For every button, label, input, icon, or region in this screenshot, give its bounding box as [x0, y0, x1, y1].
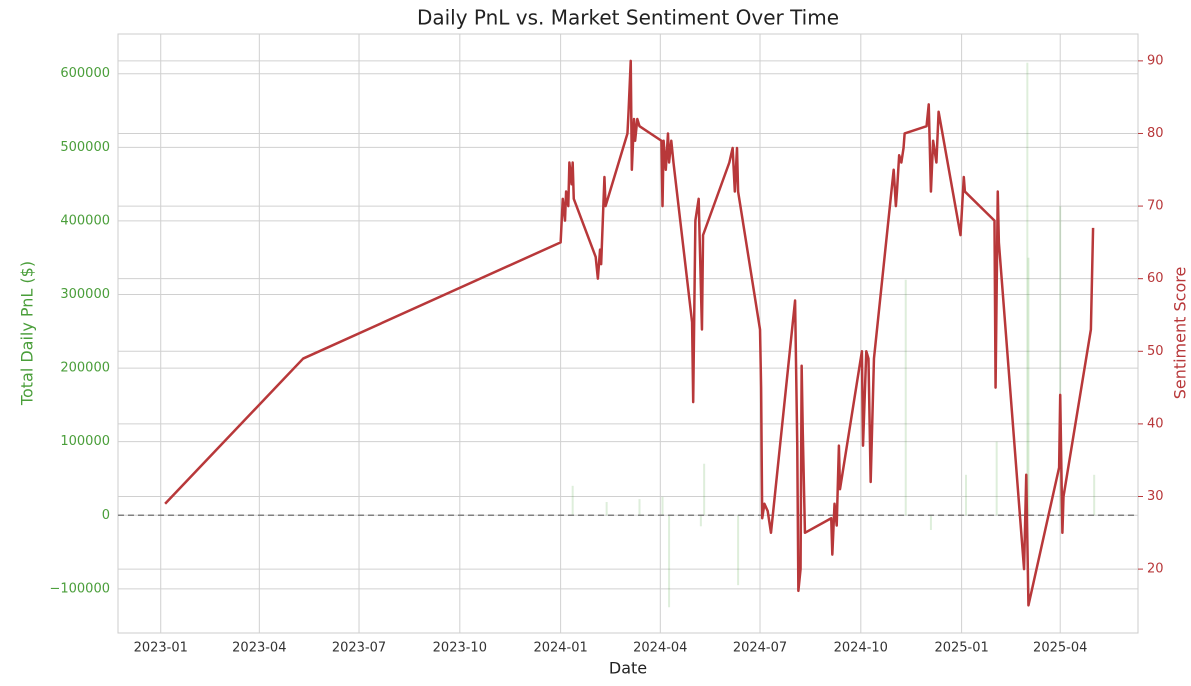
x-tick-label: 2023-10: [433, 641, 487, 656]
y-tick-label: 200000: [60, 361, 110, 376]
y2-tick-label: 70: [1147, 199, 1164, 214]
pnl-bar: [964, 474, 967, 516]
y2-tick-label: 60: [1147, 271, 1164, 286]
y2-tick-label: 20: [1147, 562, 1164, 577]
pnl-bar: [737, 515, 740, 586]
y-tick-label: 500000: [60, 140, 110, 155]
y-tick-label: 0: [102, 508, 110, 523]
x-tick-label: 2023-01: [134, 641, 188, 656]
pnl-bar: [1059, 206, 1062, 516]
sentiment-line: [164, 59, 1095, 607]
pnl-bar: [571, 485, 574, 516]
pnl-bar: [703, 463, 706, 516]
pnl-bar: [638, 499, 641, 516]
y2-tick-label: 50: [1147, 344, 1164, 359]
pnl-bar: [1093, 474, 1096, 516]
pnl-bar: [1026, 62, 1029, 516]
x-tick-label: 2023-07: [332, 641, 386, 656]
y-tick-label: 100000: [60, 434, 110, 449]
x-axis-label: Date: [609, 659, 647, 678]
pnl-bar: [904, 279, 907, 516]
x-tick-label: 2024-10: [834, 641, 888, 656]
y-axis-label: Total Daily PnL ($): [18, 261, 37, 406]
x-tick-label: 2025-04: [1033, 641, 1087, 656]
y2-tick-label: 40: [1147, 416, 1164, 431]
pnl-bar: [605, 502, 608, 516]
pnl-bar: [668, 515, 671, 608]
chart-title: Daily PnL vs. Market Sentiment Over Time: [417, 6, 839, 30]
y2-tick-label: 90: [1147, 53, 1164, 68]
y2-tick-label: 80: [1147, 126, 1164, 141]
y2-tick-label: 30: [1147, 489, 1164, 504]
x-tick-label: 2024-04: [633, 641, 687, 656]
pnl-bar: [661, 496, 664, 516]
x-tick-label: 2024-01: [533, 641, 587, 656]
x-tick-label: 2023-04: [232, 641, 286, 656]
y-tick-label: 400000: [60, 213, 110, 228]
y2-axis-label: Sentiment Score: [1171, 267, 1190, 400]
x-tick-label: 2025-01: [934, 641, 988, 656]
pnl-bar: [995, 441, 998, 516]
pnl-bar: [1027, 257, 1030, 516]
x-tick-label: 2024-07: [733, 641, 787, 656]
y-tick-label: 600000: [60, 66, 110, 81]
y-tick-label: −100000: [49, 581, 110, 596]
pnl-bar: [699, 515, 702, 527]
y-tick-label: 300000: [60, 287, 110, 302]
pnl-bar: [929, 515, 932, 530]
